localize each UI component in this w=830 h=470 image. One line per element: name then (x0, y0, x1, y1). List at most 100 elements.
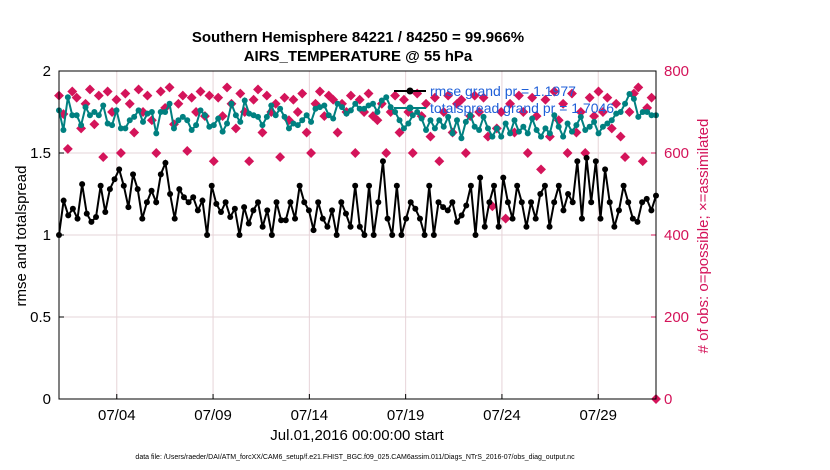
rmse-point (259, 223, 266, 230)
rmse-point (264, 207, 271, 214)
rmse-point (352, 182, 359, 189)
totalspread-point (418, 115, 425, 122)
rmse-point (324, 223, 331, 230)
rmse-point (217, 209, 224, 216)
x-tick-label: 07/24 (483, 407, 521, 424)
totalspread-point (140, 118, 147, 125)
rmse-point (454, 218, 460, 225)
rmse-point (560, 207, 567, 214)
rmse-point (615, 207, 622, 214)
rmse-point (634, 218, 641, 225)
totalspread-point (299, 117, 306, 124)
totalspread-point (228, 100, 235, 107)
obs-point (279, 92, 290, 103)
obs-point (615, 131, 626, 142)
rmse-point (592, 158, 599, 165)
rmse-point (393, 182, 400, 189)
y-axis-label: rmse and totalspread (13, 166, 30, 307)
rmse-point (620, 182, 627, 189)
rmse-series (56, 154, 659, 239)
rmse-point (546, 223, 553, 230)
rmse-point (190, 194, 197, 201)
totalspread-point (608, 117, 615, 124)
obs-point (584, 92, 595, 103)
rmse-point (199, 197, 206, 204)
obs-point (129, 127, 140, 138)
rmse-point (301, 199, 308, 206)
obs-point (213, 92, 224, 103)
rmse-point (338, 199, 345, 206)
obs-point (93, 90, 104, 101)
totalspread-point (644, 109, 651, 115)
rmse-point (305, 207, 312, 214)
obs-point (142, 90, 153, 101)
rmse-point (472, 232, 479, 238)
rmse-point (574, 158, 581, 165)
rmse-point (278, 217, 285, 224)
legend-marker-spread (406, 104, 414, 112)
footer-data-file: data file: /Users/raeder/DAI/ATM_forcXX/… (135, 454, 575, 461)
totalspread-point (148, 109, 155, 115)
obs-point (624, 107, 635, 117)
legend: rmse grand pr = 1.1977 totalspread grand… (394, 83, 614, 116)
rmse-point (449, 199, 456, 206)
totalspread-point (162, 109, 169, 115)
rmse-point (500, 174, 507, 181)
totalspread-point (622, 100, 629, 107)
totalspread-point (529, 115, 536, 122)
rmse-line (58, 157, 657, 239)
totalspread-point (303, 112, 310, 119)
totalspread-point (626, 90, 633, 97)
x-tick-label: 07/14 (291, 407, 329, 424)
legend-marker-rmse (406, 87, 414, 95)
totalspread-point (193, 122, 200, 129)
obs-point (460, 148, 471, 158)
y-tick-label: 2 (43, 63, 51, 80)
obs-point (589, 111, 600, 122)
rmse-point (65, 212, 72, 219)
rmse-point (555, 182, 562, 189)
rmse-point (458, 212, 465, 219)
rmse-point (602, 166, 609, 173)
y2-tick-label: 200 (664, 309, 689, 326)
rmse-point (315, 199, 322, 206)
rmse-point (74, 215, 81, 222)
x-axis-label: Jul.01,2016 00:00:00 start (270, 427, 444, 444)
totalspread-point (113, 107, 120, 114)
totalspread-point (427, 117, 434, 124)
totalspread-point (308, 118, 315, 125)
totalspread-point (431, 125, 438, 132)
obs-point (85, 84, 95, 95)
totalspread-point (515, 128, 522, 135)
totalspread-point (374, 109, 381, 115)
totalspread-point (520, 123, 527, 130)
rmse-point (416, 215, 423, 222)
totalspread-point (462, 118, 469, 125)
x-tick-label: 07/09 (194, 407, 232, 424)
obs-point (275, 152, 286, 163)
totalspread-point (277, 105, 284, 112)
rmse-point (97, 182, 104, 189)
obs-point (575, 107, 586, 117)
totalspread-point (648, 112, 655, 119)
totalspread-point (396, 117, 403, 124)
rmse-point (625, 199, 632, 206)
totalspread-point (334, 100, 341, 107)
x-tick-label: 07/04 (98, 407, 136, 424)
obs-point (345, 90, 356, 101)
totalspread-point (507, 130, 514, 137)
totalspread-line (58, 92, 656, 140)
obs-point (390, 90, 401, 101)
obs-point (62, 143, 73, 154)
totalspread-point (568, 128, 575, 135)
obs-point (195, 86, 206, 97)
rmse-point (310, 227, 317, 234)
rmse-point (153, 199, 160, 206)
totalspread-point (423, 127, 430, 134)
totalspread-point (595, 130, 602, 137)
y2-tick-label: 0 (664, 391, 672, 408)
obs-point (124, 98, 135, 109)
totalspread-point (285, 125, 292, 132)
rmse-point (180, 194, 187, 201)
rmse-point (370, 232, 377, 238)
